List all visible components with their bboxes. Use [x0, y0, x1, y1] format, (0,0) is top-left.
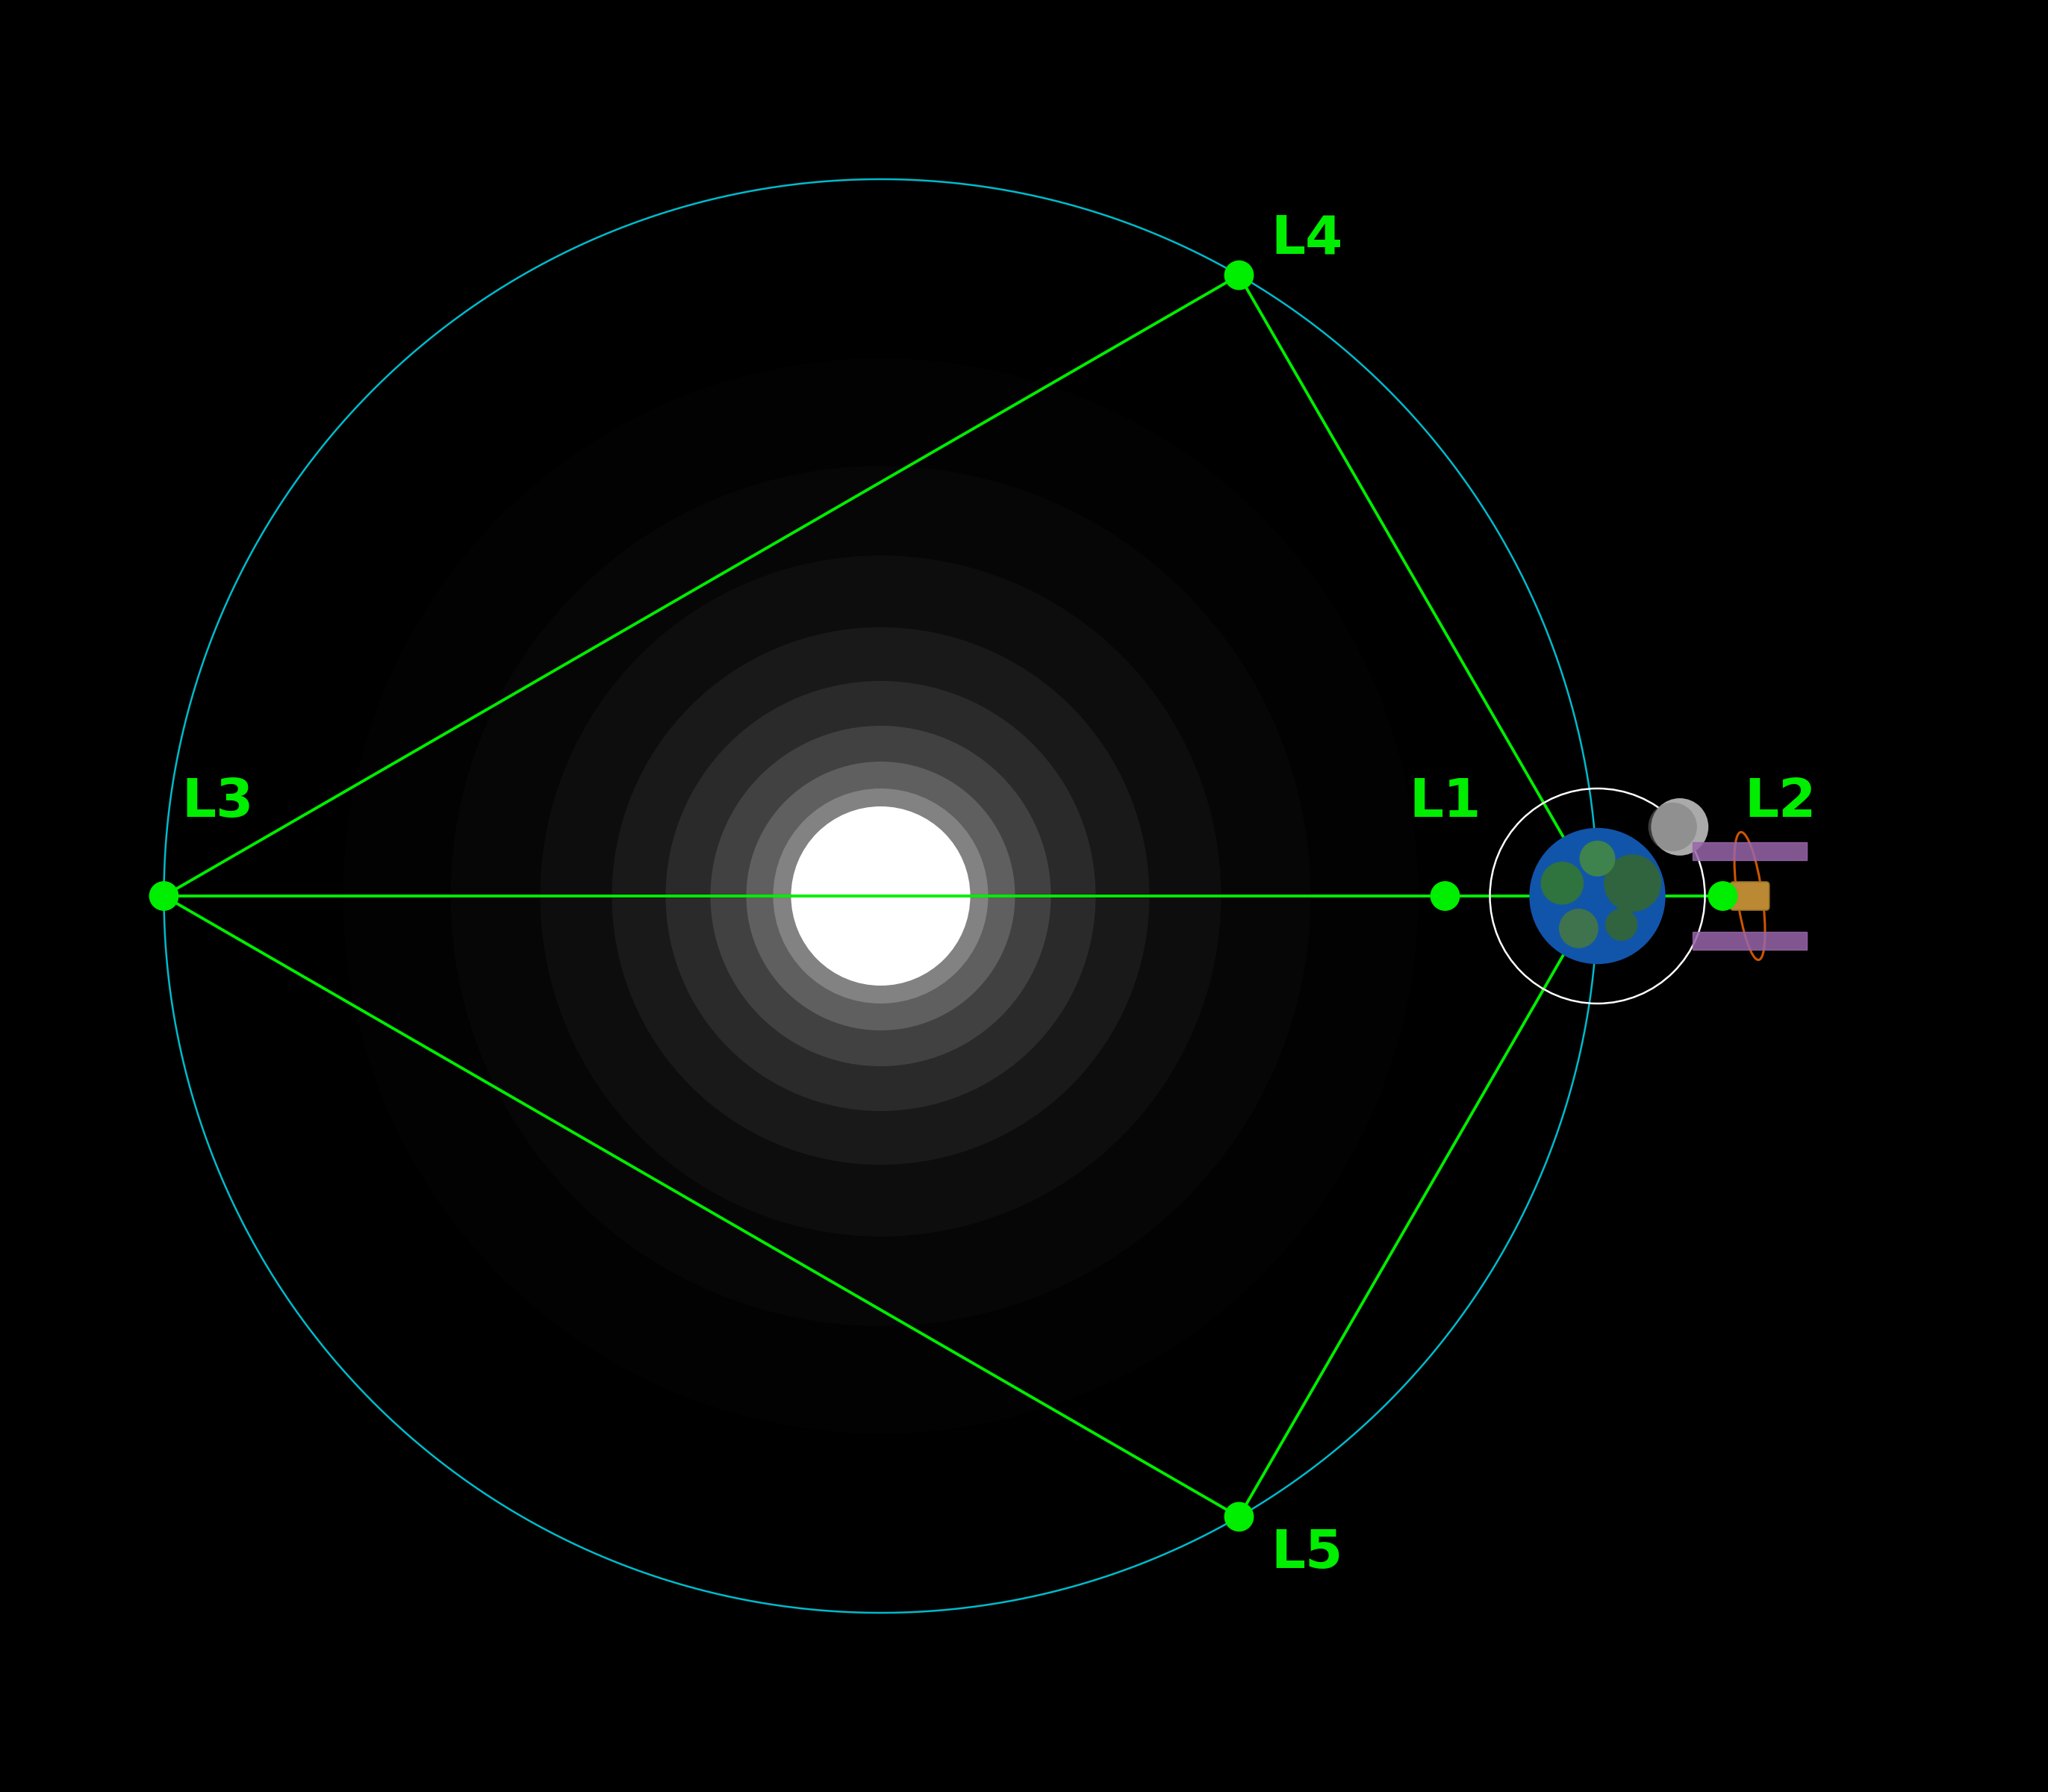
Circle shape — [1649, 803, 1698, 851]
Circle shape — [795, 810, 967, 982]
Circle shape — [813, 828, 948, 964]
Circle shape — [791, 806, 971, 986]
Circle shape — [1606, 909, 1638, 941]
Circle shape — [1225, 262, 1253, 290]
Circle shape — [1540, 862, 1583, 905]
Circle shape — [862, 878, 899, 914]
Circle shape — [1651, 797, 1708, 855]
Circle shape — [1708, 882, 1737, 910]
Circle shape — [612, 627, 1149, 1165]
Circle shape — [666, 681, 1096, 1111]
Circle shape — [848, 864, 913, 928]
Bar — [1692, 932, 1806, 950]
Circle shape — [1530, 828, 1665, 964]
Bar — [1692, 842, 1806, 860]
Circle shape — [831, 846, 932, 946]
Circle shape — [745, 762, 1016, 1030]
Text: L3: L3 — [182, 776, 254, 828]
Text: L4: L4 — [1272, 213, 1343, 265]
Text: L5: L5 — [1272, 1527, 1343, 1579]
Circle shape — [1579, 840, 1616, 876]
FancyBboxPatch shape — [1731, 882, 1769, 910]
Circle shape — [1225, 1502, 1253, 1530]
Circle shape — [1604, 855, 1661, 912]
Text: L2: L2 — [1745, 776, 1817, 828]
Circle shape — [1559, 909, 1597, 948]
Circle shape — [1432, 882, 1460, 910]
Circle shape — [774, 788, 989, 1004]
Circle shape — [150, 882, 178, 910]
Text: L1: L1 — [1409, 776, 1481, 828]
Circle shape — [711, 726, 1051, 1066]
